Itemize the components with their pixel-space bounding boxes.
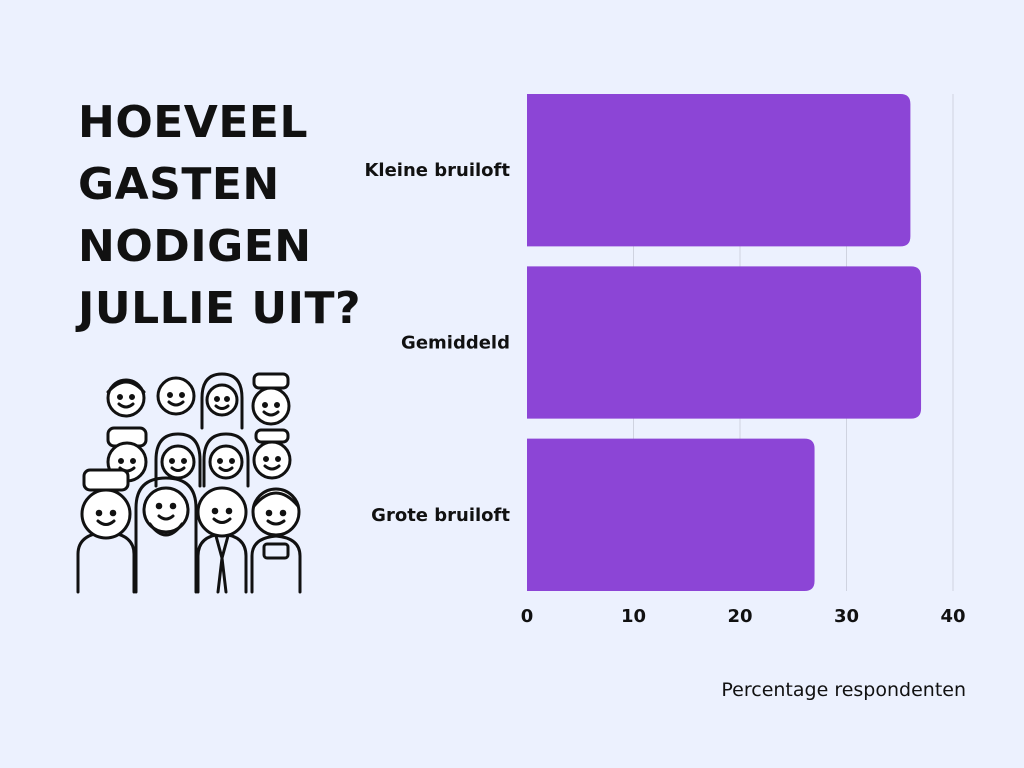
person-middle-3-icon [202, 432, 250, 488]
person-back-2-icon [156, 376, 196, 416]
person-back-4-icon [251, 372, 291, 426]
person-middle-4-icon [252, 428, 292, 480]
x-tick-label-0: 0 [521, 606, 534, 627]
title-line-2: GASTEN [78, 159, 280, 210]
x-tick-label-30: 30 [834, 606, 859, 627]
person-middle-2-icon [154, 432, 202, 488]
category-labels: Kleine bruiloft Gemiddeld Grote bruiloft [364, 160, 510, 526]
x-tick-label-40: 40 [940, 606, 965, 627]
title-line-1: HOEVEEL [78, 97, 308, 148]
bars [527, 94, 922, 591]
person-back-3-icon [200, 372, 244, 430]
person-front-1-icon [76, 468, 136, 594]
person-front-4-icon [250, 487, 302, 594]
x-tick-labels: 0 10 20 30 40 [521, 606, 966, 627]
person-back-1-icon [106, 378, 146, 418]
bar-3 [527, 438, 815, 591]
category-label-3: Grote bruiloft [371, 505, 510, 526]
person-front-3-icon [196, 486, 248, 594]
bar-1 [527, 94, 911, 247]
category-label-2: Gemiddeld [401, 333, 510, 354]
x-tick-label-10: 10 [621, 606, 646, 627]
group-of-people-icon [76, 372, 302, 594]
title-line-4: JULLIE UIT? [78, 283, 362, 334]
x-axis-label: Percentage respondenten [721, 679, 966, 701]
bar-2 [527, 266, 922, 419]
title-line-3: NODIGEN [78, 221, 312, 272]
person-front-2-icon [134, 476, 198, 594]
category-label-1: Kleine bruiloft [364, 160, 510, 181]
chart-title: HOEVEEL GASTEN NODIGEN JULLIE UIT? [78, 92, 378, 340]
x-tick-label-20: 20 [727, 606, 752, 627]
